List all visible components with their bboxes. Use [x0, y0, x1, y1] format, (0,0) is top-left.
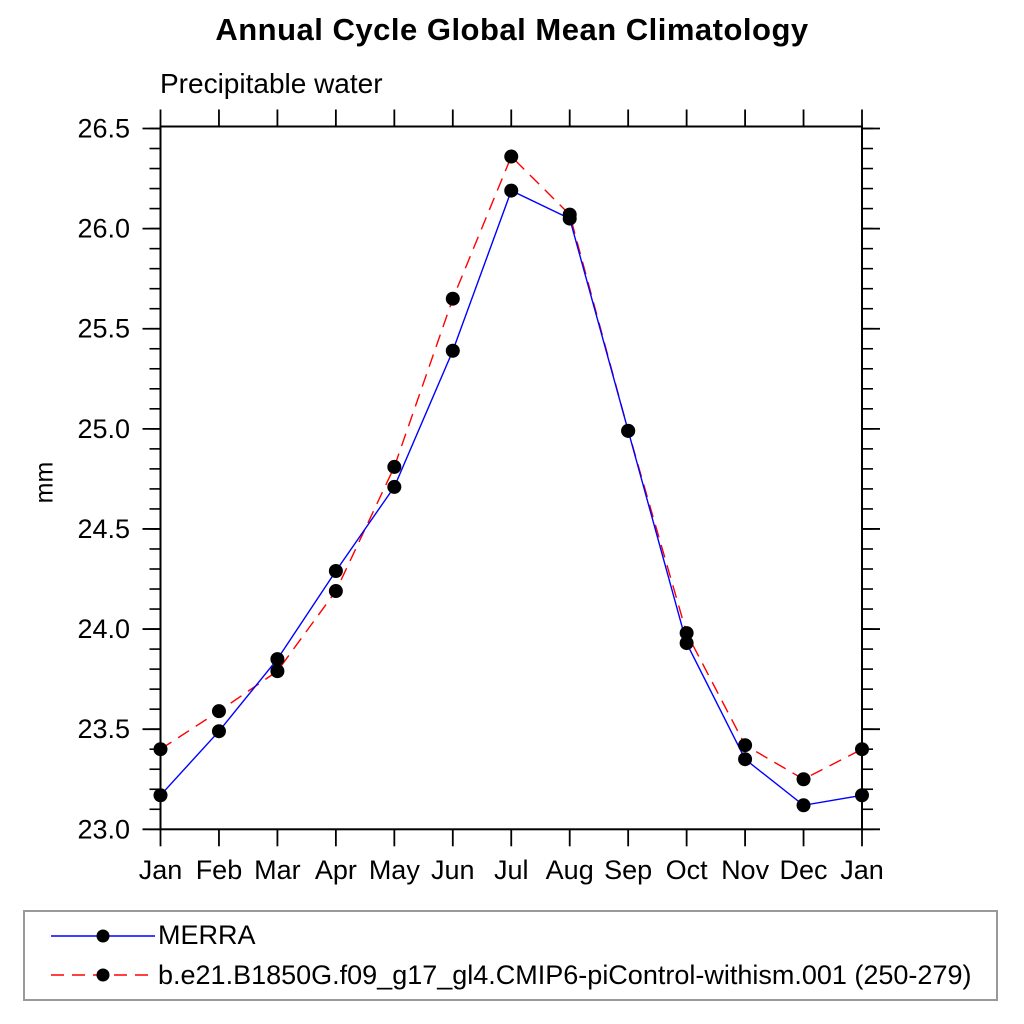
- x-tick-label: Mar: [254, 855, 301, 885]
- data-point-marker: [387, 479, 402, 494]
- x-tick-label: Nov: [721, 855, 770, 885]
- legend-marker-icon: [96, 968, 110, 982]
- x-tick-label: Aug: [546, 855, 594, 885]
- y-tick-label: 23.5: [77, 714, 130, 744]
- data-point-marker: [796, 798, 811, 813]
- data-point-marker: [504, 183, 519, 198]
- y-tick-label: 25.0: [77, 414, 130, 444]
- y-tick-label: 26.0: [77, 214, 130, 244]
- legend-rows: MERRA b.e21.B1850G.f09_g17_gl4.CMIP6-piCo…: [25, 912, 996, 999]
- x-tick-label: Jan: [139, 855, 183, 885]
- data-point-marker: [328, 584, 343, 599]
- data-point-marker: [738, 752, 753, 767]
- data-point-marker: [855, 788, 869, 803]
- legend-row: MERRA: [25, 920, 996, 951]
- legend-label: MERRA: [158, 920, 256, 951]
- y-tick-label: 23.0: [77, 814, 130, 844]
- data-point-marker: [504, 149, 519, 164]
- data-point-marker: [445, 343, 460, 358]
- chart-title: Annual Cycle Global Mean Climatology: [215, 12, 809, 47]
- dashed-line-sample-icon: [51, 968, 155, 982]
- solid-line-sample-icon: [51, 929, 155, 943]
- x-tick-label: Jun: [431, 855, 475, 885]
- x-tick-label: May: [369, 855, 421, 885]
- data-point-marker: [679, 626, 694, 641]
- x-tick-label: Oct: [666, 855, 709, 885]
- data-point-marker: [153, 742, 168, 757]
- y-tick-label: 24.5: [77, 514, 130, 544]
- plot-box: [159, 125, 863, 831]
- chart-subtitle: Precipitable water: [160, 68, 383, 99]
- legend-row: b.e21.B1850G.f09_g17_gl4.CMIP6-piControl…: [25, 960, 996, 991]
- series-line: [159, 189, 863, 807]
- y-tick-label: 25.5: [77, 314, 130, 344]
- data-point-marker: [270, 652, 285, 667]
- x-tick-label: Jul: [494, 855, 529, 885]
- data-point-marker: [328, 564, 343, 579]
- data-point-marker: [153, 788, 168, 803]
- data-point-marker: [211, 704, 226, 719]
- data-point-marker: [855, 742, 869, 757]
- x-tick-label: Feb: [196, 855, 243, 885]
- data-point-marker: [679, 636, 694, 651]
- x-tick-label: Sep: [604, 855, 652, 885]
- data-point-marker: [270, 664, 285, 679]
- legend-marker-icon: [96, 929, 110, 943]
- data-point-marker: [211, 724, 226, 739]
- x-tick-label: Dec: [780, 855, 828, 885]
- x-tick-label: Apr: [315, 855, 357, 885]
- x-tick-label: Jan: [840, 855, 884, 885]
- series-line: [160, 155, 863, 780]
- y-tick-label: 24.0: [77, 614, 130, 644]
- data-point-marker: [621, 423, 636, 438]
- legend-label: b.e21.B1850G.f09_g17_gl4.CMIP6-piControl…: [158, 959, 972, 990]
- legend: MERRA b.e21.B1850G.f09_g17_gl4.CMIP6-piCo…: [23, 910, 998, 1001]
- data-point-marker: [387, 459, 402, 474]
- data-point-marker: [445, 291, 460, 306]
- data-point-marker: [562, 207, 577, 222]
- y-tick-label: 26.5: [77, 114, 130, 144]
- data-point-marker: [738, 738, 753, 753]
- data-point-marker: [796, 772, 811, 787]
